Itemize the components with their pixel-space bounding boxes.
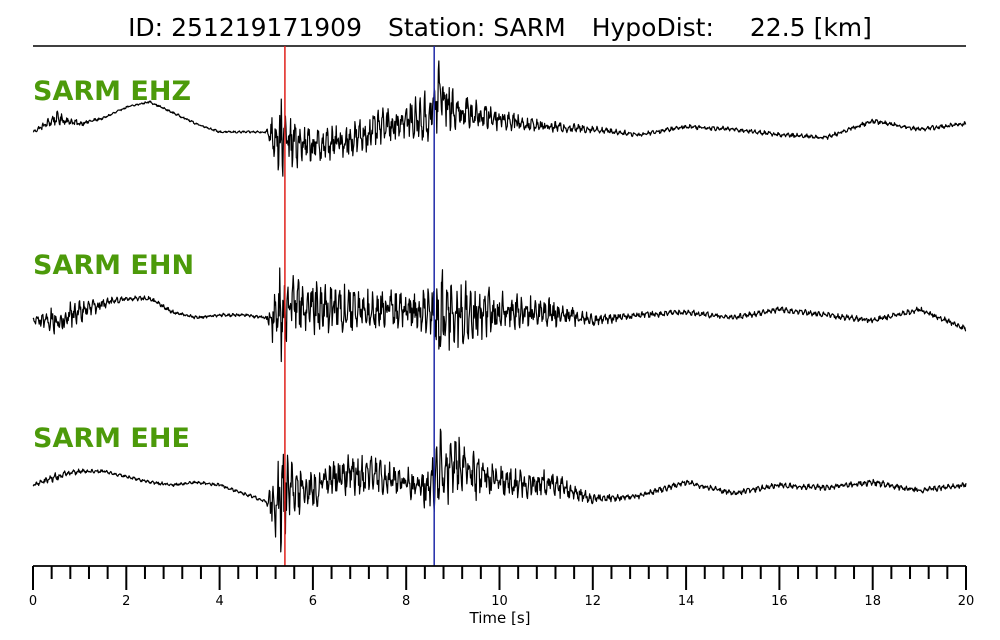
trace-line-3 bbox=[32, 428, 967, 553]
title-station-label: Station: bbox=[388, 13, 485, 42]
x-tick-label: 12 bbox=[585, 594, 602, 609]
title-hypodist-unit: [km] bbox=[814, 13, 872, 42]
channel-labels: SARM EHZ SARM EHN SARM EHE bbox=[33, 76, 194, 454]
x-axis-label: Time [s] bbox=[469, 609, 531, 627]
channel-label-3: SARM EHE bbox=[33, 423, 190, 454]
title-hypodist-value: 22.5 bbox=[750, 13, 806, 42]
x-tick-label: 16 bbox=[771, 594, 788, 609]
trace-line-2 bbox=[32, 267, 967, 363]
pick-lines bbox=[284, 46, 435, 566]
x-tick-label: 2 bbox=[122, 594, 130, 609]
x-tick-label: 6 bbox=[309, 594, 317, 609]
x-tick-label: 10 bbox=[491, 594, 508, 609]
x-tick-label: 8 bbox=[402, 594, 410, 609]
x-tick-label: 20 bbox=[958, 594, 975, 609]
title-id-label: ID: bbox=[128, 13, 163, 42]
x-axis: 0 2 4 6 8 10 12 14 16 18 20 bbox=[29, 565, 975, 609]
chart-title: ID: 251219171909 Station: SARM HypoDist: 22.5… bbox=[128, 13, 872, 42]
channel-label-2: SARM EHN bbox=[33, 250, 194, 281]
x-tick-label: 4 bbox=[215, 594, 223, 609]
x-tick-label: 14 bbox=[678, 594, 695, 609]
x-tick-label: 18 bbox=[864, 594, 881, 609]
channel-label-1: SARM EHZ bbox=[33, 76, 191, 107]
trace-group bbox=[32, 60, 967, 553]
title-station-value: SARM bbox=[493, 13, 565, 42]
title-id-value: 251219171909 bbox=[171, 13, 362, 42]
x-tick-label: 0 bbox=[29, 594, 37, 609]
trace-line-1 bbox=[32, 60, 967, 177]
title-hypodist-label: HypoDist: bbox=[592, 13, 714, 42]
